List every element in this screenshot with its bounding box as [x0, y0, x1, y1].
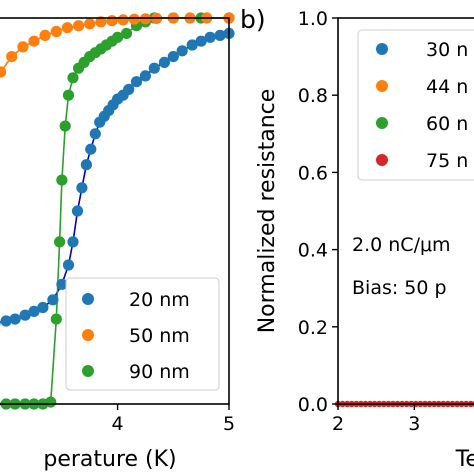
panel-a-point-2-8: [54, 236, 66, 248]
panel-a-point-2-21: [120, 27, 133, 39]
panel-b-legend-marker-3: [376, 154, 388, 166]
panel-a-point-1-6: [61, 22, 73, 34]
panel-a-frame: [0, 17, 230, 405]
panel-b-ytick-label-1: 0.2: [298, 317, 328, 339]
panel-b-legend: 30 n 44 n 60 n 75 n: [357, 29, 474, 181]
panel-a-point-1-2: [17, 41, 29, 53]
panel-a-point-0-21: [123, 83, 135, 95]
panel-a-point-0-25: [158, 56, 170, 68]
panel-a-point-1-10: [106, 15, 118, 27]
panel-a-point-0-10: [71, 205, 84, 217]
panel-b-yticks: 0.0 0.2 0.4 0.6 0.8 1.0: [298, 8, 338, 416]
panel-a-point-0-9: [67, 236, 79, 248]
panel-a-point-0-1: [0, 315, 12, 327]
panel-a-xtick-label-0: 4: [112, 413, 124, 435]
panel-a-legend: 20 nm 50 nm 90 nm: [65, 277, 220, 391]
panel-a-point-0-14: [89, 128, 101, 140]
panel-a-xtick-label-1: 5: [223, 413, 235, 435]
panel-b-legend-marker-1: [376, 80, 388, 92]
panel-a-point-0-7: [56, 278, 68, 290]
panel-a-point-1-4: [39, 29, 51, 41]
panel-a-x-axis-label: perature (K): [43, 447, 176, 472]
panel-b-ytick-label-0: 0.0: [298, 394, 328, 416]
panel-a-point-2-6: [45, 396, 57, 408]
panel-a-point-0-29: [195, 35, 207, 47]
panel-a-point-0-0: [0, 320, 1, 326]
panel-a-point-0-3: [19, 309, 31, 321]
panel-b-legend-marker-0: [376, 43, 388, 55]
panel-a-point-1-8: [84, 18, 96, 30]
panel-b-ytick-label-5: 1.0: [298, 8, 328, 30]
panel-b-ytick-label-3: 0.6: [298, 162, 328, 184]
panel-a-point-0-6: [47, 294, 59, 306]
panel-b-legend-label-0: 30 n: [426, 39, 468, 61]
panel-a-point-1-5: [50, 25, 62, 38]
panel-b-y-axis-label: Normalized resistance: [255, 89, 280, 334]
panel-a-point-0-13: [85, 143, 97, 155]
panel-a-point-1-0: [0, 66, 7, 78]
panel-a-point-0-5: [37, 301, 49, 314]
panel-a-point-0-31: [214, 29, 226, 41]
panel-b-annotation-charge: 2.0 nC/μm: [352, 234, 451, 256]
panel-a-point-1-11: [117, 14, 129, 26]
panel-b-x-axis-label: Tem: [455, 447, 474, 472]
panel-a-point-2-9: [56, 174, 68, 186]
panel-a-point-2-11: [62, 89, 75, 101]
panel-b-frame: [337, 17, 474, 405]
panel-b-legend-label-3: 75 n: [426, 150, 468, 172]
panel-a-point-1-3: [28, 35, 40, 47]
panel-a-point-0-4: [28, 305, 40, 317]
panel-a-point-2-20: [112, 31, 124, 43]
panel-a-point-0-27: [176, 45, 188, 57]
panel-a-point-0-22: [130, 76, 143, 88]
panel-b-xtick-label-0: 2: [332, 413, 344, 435]
panel-a-legend-label-0: 20 nm: [129, 289, 190, 311]
panel-a-point-0-26: [167, 51, 179, 63]
panel-b-legend-box: [357, 29, 474, 181]
panel-a-point-1-1: [6, 51, 18, 63]
panel-a-point-2-12: [67, 72, 79, 84]
panel-a-point-0-8: [62, 259, 75, 271]
panel-b-ytick-label-4: 0.8: [298, 85, 328, 107]
panel-b-annotation-bias: Bias: 50 p: [352, 277, 447, 299]
panel-a-point-0-23: [139, 70, 151, 82]
panel-b-label: b): [240, 5, 266, 34]
panel-a-legend-marker-1: [82, 329, 94, 341]
panel-a-point-2-7: [50, 313, 62, 325]
panel-b-ytick-label-2: 0.4: [298, 240, 328, 262]
panel-a-point-0-12: [80, 159, 92, 171]
panel-a-point-1-7: [73, 20, 85, 32]
panel-a-legend-label-1: 50 nm: [129, 325, 190, 347]
panel-a-point-0-11: [76, 182, 88, 194]
panel-a-legend-marker-2: [82, 365, 94, 377]
panel-a-point-0-2: [9, 313, 21, 325]
panel-a-point-0-30: [204, 31, 216, 43]
panel-a-legend-box: [65, 277, 220, 391]
panel-a-legend-marker-0: [82, 293, 94, 305]
panel-b-legend-marker-2: [376, 117, 388, 129]
panel-a-point-0-28: [186, 39, 198, 51]
panel-a-legend-label-2: 90 nm: [129, 361, 190, 383]
panel-b-legend-label-1: 44 n: [426, 76, 468, 98]
panel-b-xtick-label-1: 3: [408, 413, 420, 435]
panel-a-point-2-10: [59, 120, 71, 132]
panel-a-point-1-9: [95, 16, 107, 28]
panel-b-legend-label-2: 60 n: [426, 113, 468, 135]
panel-a-point-0-24: [148, 62, 160, 74]
panel-a-point-1-12: [128, 13, 140, 25]
